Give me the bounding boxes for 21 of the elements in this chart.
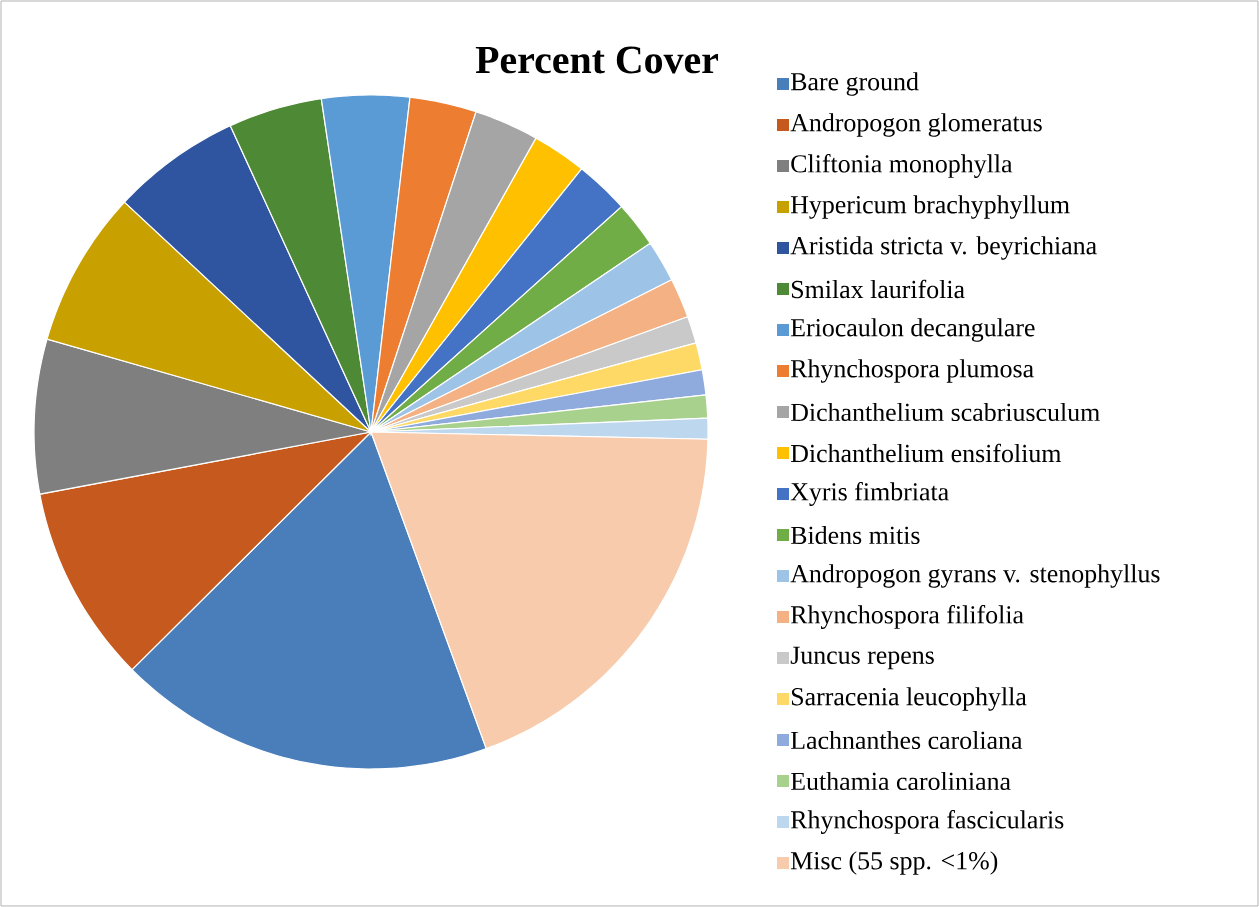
legend-label: Misc (55 spp. <1%) — [790, 851, 998, 875]
legend-label: Dichanthelium ensifolium — [790, 443, 1062, 463]
legend-label: Xyris fimbriata — [790, 482, 949, 506]
legend-label: Rhynchospora fascicularis — [790, 810, 1064, 834]
legend-label: Hypericum brachyphyllum — [790, 195, 1070, 219]
legend-label: Bare ground — [790, 72, 919, 96]
legend-label: Sarracenia leucophylla — [791, 687, 1027, 711]
legend-label: Andropogon gyrans v. stenophyllus — [790, 564, 1160, 588]
chart-title: Percent Cover — [475, 46, 719, 74]
legend-label: Andropogon glomeratus — [790, 113, 1042, 137]
legend-label: Euthamia caroliniana — [790, 771, 1011, 791]
legend-label: Rhynchospora filifolia — [790, 605, 1024, 629]
legend-label: Aristida stricta v. beyrichiana — [790, 236, 1097, 260]
legend-label: Lachnanthes caroliana — [790, 730, 1023, 750]
legend-label: Rhynchospora plumosa — [790, 359, 1034, 383]
legend-label: Juncus repens — [790, 646, 934, 670]
legend-label: Dichanthelium scabriusculum — [790, 402, 1100, 422]
legend-label: Bidens mitis — [790, 525, 920, 545]
legend-label: Smilax laurifolia — [791, 279, 965, 299]
legend-label: Cliftonia monophylla — [791, 154, 1013, 178]
legend-label: Eriocaulon decangulare — [790, 318, 1035, 342]
